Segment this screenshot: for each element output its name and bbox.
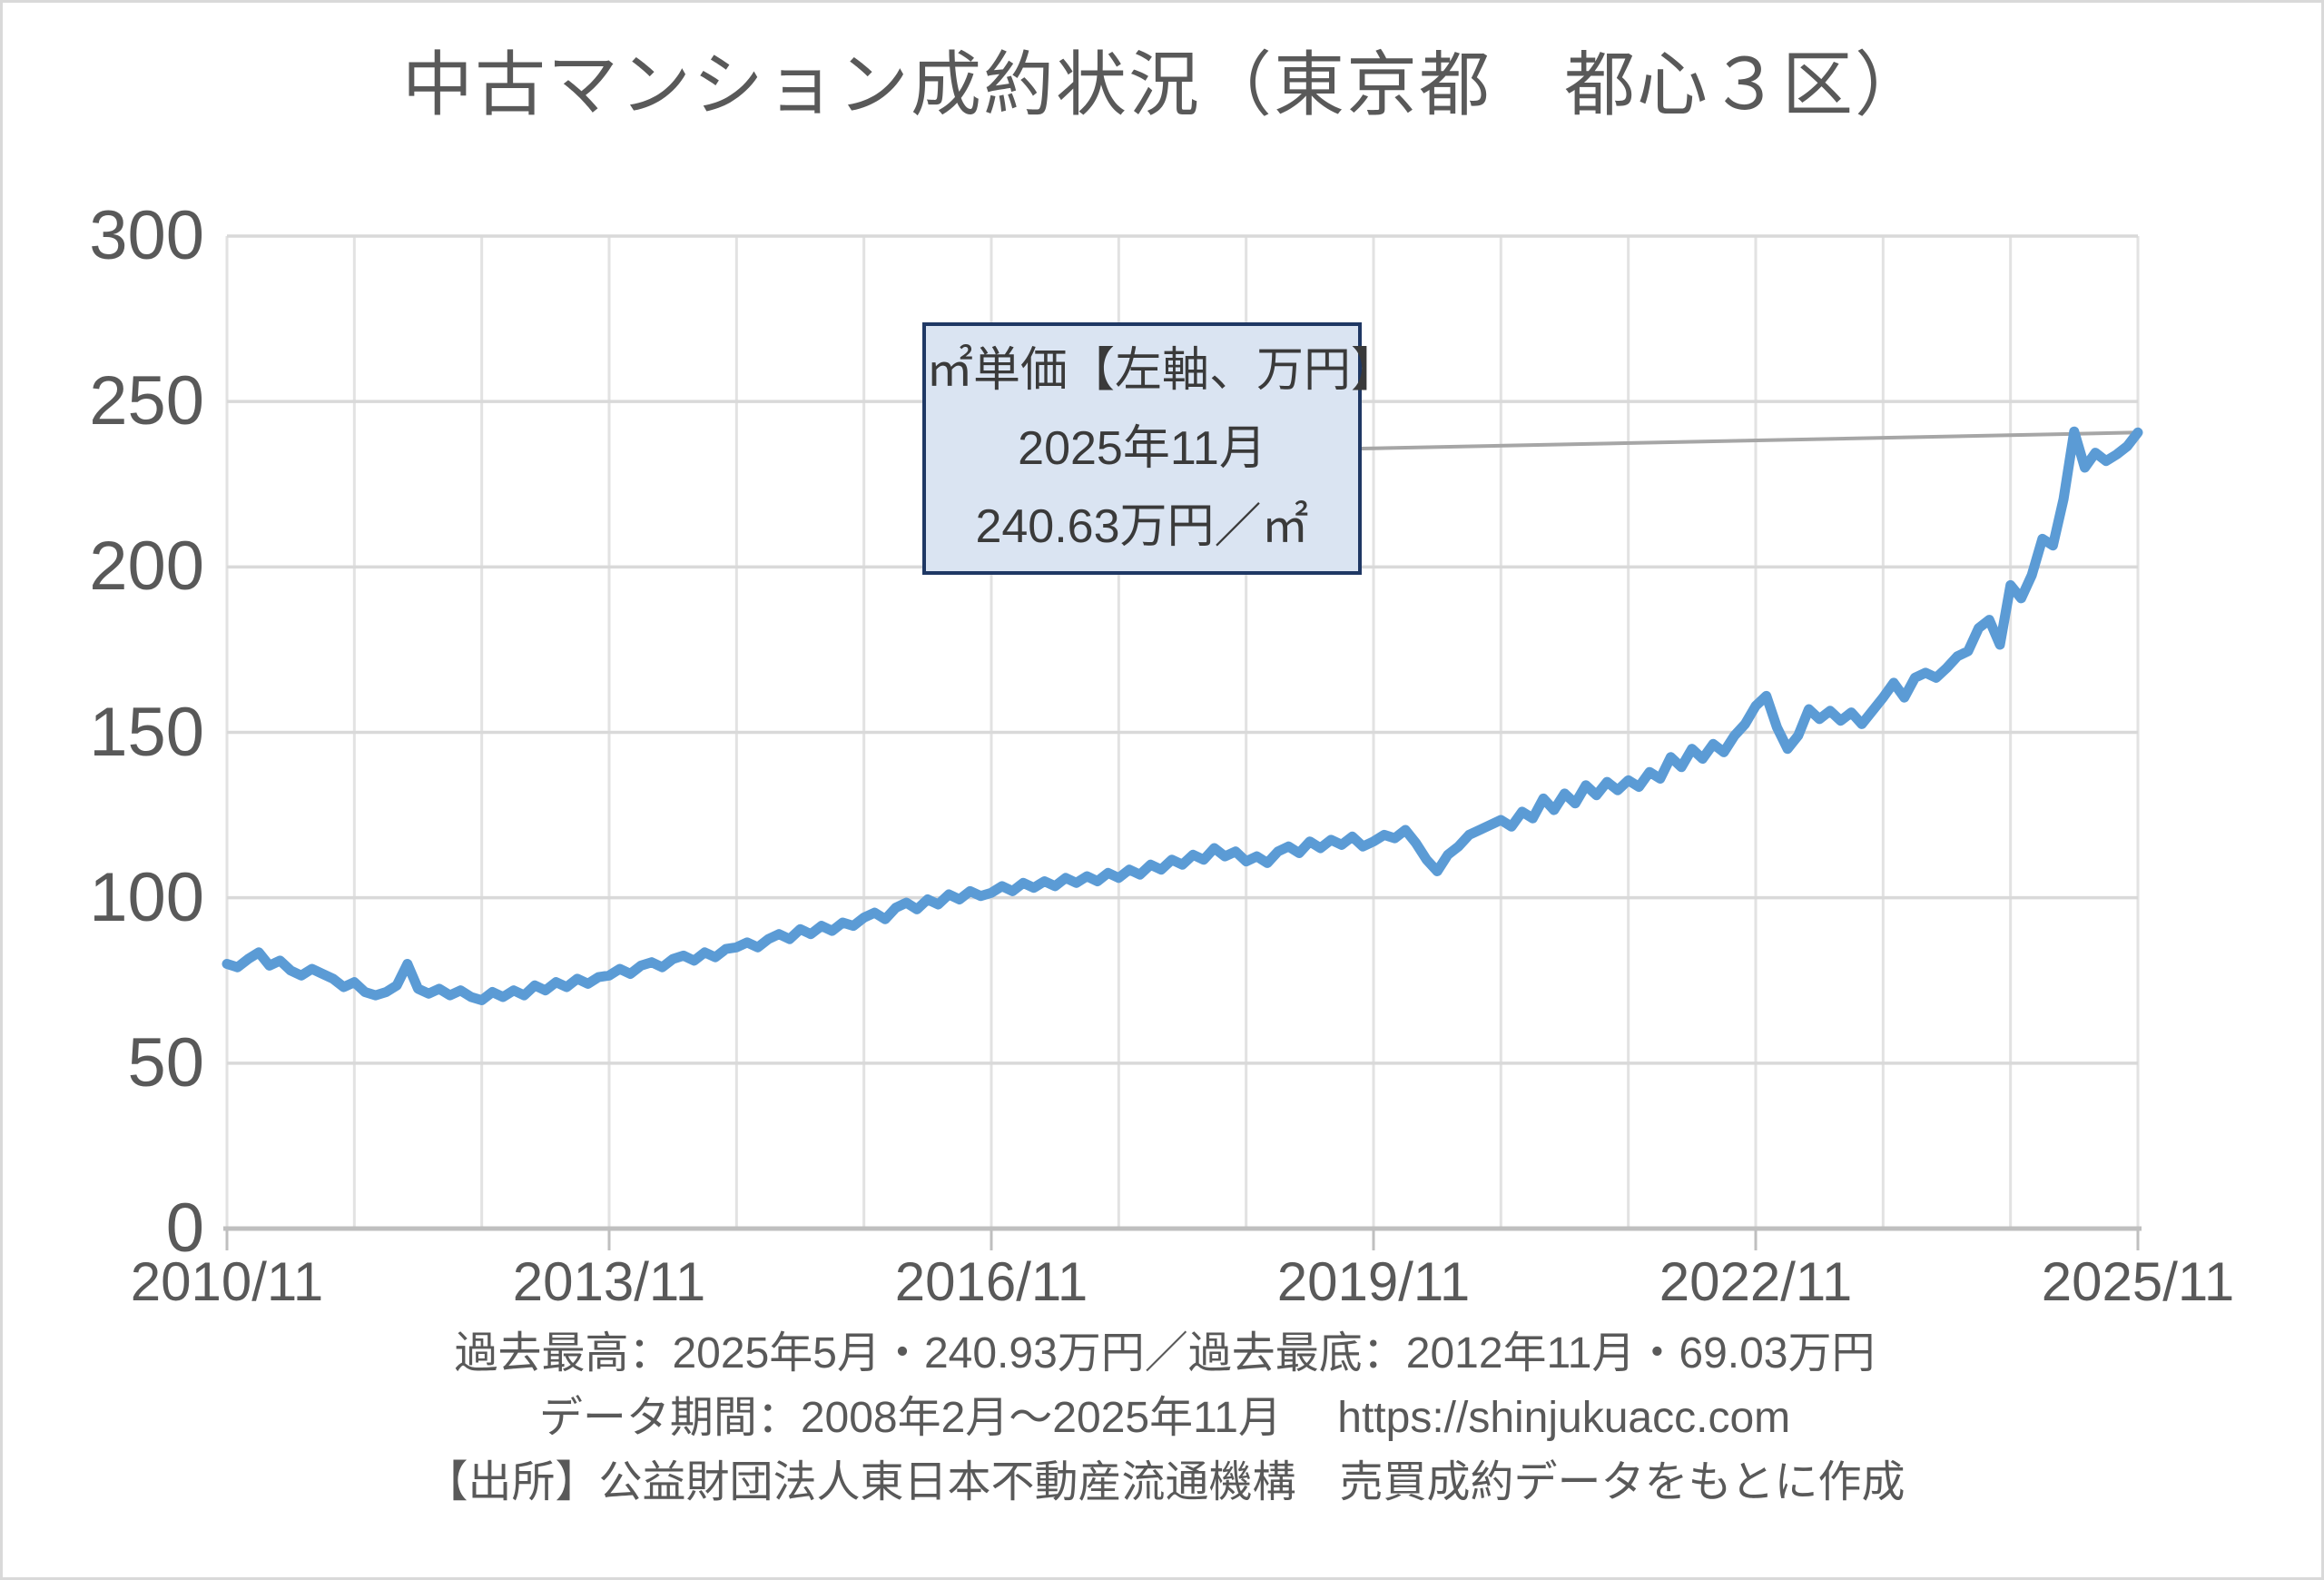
footer-source: 【出所】公益財団法人東日本不動産流通機構 売買成約データをもとに作成 (424, 1458, 1905, 1506)
y-axis-label-200: 200 (89, 528, 204, 605)
x-axis-label-2022-11: 2022/11 (1659, 1251, 1853, 1312)
x-axis-label-2016-11: 2016/11 (894, 1251, 1088, 1312)
y-axis-label-250: 250 (89, 362, 204, 439)
plot-area (222, 234, 2143, 1250)
price-line-series (222, 426, 2143, 1005)
footer-notes: 過去最高：2025年5月・240.93万円／過去最底：2012年11月・69.0… (3, 1321, 2321, 1515)
y-axis-label-150: 150 (89, 694, 204, 771)
y-axis-label-0: 0 (165, 1190, 204, 1267)
x-axis-label-2013-11: 2013/11 (512, 1251, 706, 1312)
callout-series-label: ㎡単価【左軸、万円】 (926, 344, 1399, 397)
y-axis-label-50: 50 (127, 1024, 204, 1101)
x-axis-label-2019-11: 2019/11 (1276, 1251, 1471, 1312)
callout-latest-month: 2025年11月 (1018, 422, 1266, 475)
callout-leader-line (1361, 430, 2139, 450)
data-callout-box: ㎡単価【左軸、万円】 2025年11月 240.63万円／㎡ (922, 322, 1399, 575)
chart-title: 中古マンション成約状況（東京都 都心３区） (401, 44, 1927, 124)
footer-data-period-url: データ期間：2008年2月～2025年11月 https://shinjukua… (538, 1394, 1791, 1442)
x-axis-label-2025-11: 2025/11 (2041, 1251, 2235, 1312)
callout-latest-value: 240.63万円／㎡ (975, 500, 1309, 553)
footer-record-high-low: 過去最高：2025年5月・240.93万円／過去最底：2012年11月・69.0… (454, 1329, 1876, 1378)
x-axis-label-2010-11: 2010/11 (130, 1251, 324, 1312)
y-axis-label-300: 300 (89, 197, 204, 274)
y-axis-label-100: 100 (89, 859, 204, 936)
